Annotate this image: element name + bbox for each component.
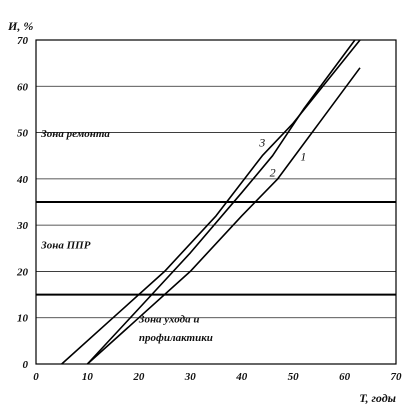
zone-annotation: Зона ППР	[40, 239, 91, 251]
plot-frame	[35, 39, 397, 365]
series-line-1	[86, 67, 361, 365]
x-axis-label: T, годы	[359, 391, 396, 405]
x-tick-label: 60	[339, 371, 351, 383]
y-tick-label: 40	[16, 174, 29, 186]
y-axis-label: И, %	[7, 19, 33, 33]
x-tick-label: 30	[184, 371, 197, 383]
series	[61, 39, 361, 365]
y-tick-label: 70	[17, 35, 29, 47]
y-tick-label: 20	[16, 266, 29, 278]
x-tick-label: 50	[288, 371, 300, 383]
x-tick-label: 0	[33, 371, 39, 383]
grid	[36, 85, 396, 319]
y-tick-label: 10	[17, 313, 29, 325]
y-tick-label: 60	[17, 81, 29, 93]
x-tick-label: 40	[235, 371, 248, 383]
zone-annotation: профилактики	[139, 332, 213, 344]
x-tick-label: 20	[132, 371, 145, 383]
series-line-3	[61, 39, 361, 365]
zone-annotation: Зона ухода и	[138, 313, 200, 325]
axes: 0 10 20 30 40 50 60 70 0 10 20 30 40 50 60 70 И, % T, год…	[7, 19, 402, 405]
series-label-1: 1	[300, 149, 306, 163]
y-tick-label: 0	[23, 359, 29, 371]
zone-annotation: Зона ремонта	[40, 128, 110, 140]
series-label-2: 2	[270, 166, 276, 180]
labels: 1 2 3 Зона ремонта Зона ППР Зона ухода и профи…	[40, 128, 306, 344]
x-tick-label: 10	[82, 371, 94, 383]
y-tick-label: 30	[16, 220, 29, 232]
y-tick-label: 50	[17, 128, 29, 140]
series-label-3: 3	[258, 135, 265, 149]
x-tick-label: 70	[391, 371, 403, 383]
